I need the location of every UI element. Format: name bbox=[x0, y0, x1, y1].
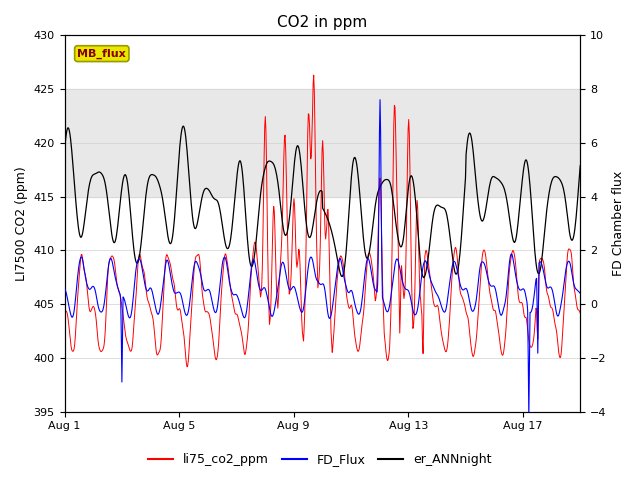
Bar bbox=[65, 89, 580, 197]
Y-axis label: FD Chamber flux: FD Chamber flux bbox=[612, 171, 625, 276]
Legend: li75_co2_ppm, FD_Flux, er_ANNnight: li75_co2_ppm, FD_Flux, er_ANNnight bbox=[143, 448, 497, 471]
Text: MB_flux: MB_flux bbox=[77, 48, 126, 59]
Y-axis label: LI7500 CO2 (ppm): LI7500 CO2 (ppm) bbox=[15, 166, 28, 281]
Title: CO2 in ppm: CO2 in ppm bbox=[277, 15, 367, 30]
